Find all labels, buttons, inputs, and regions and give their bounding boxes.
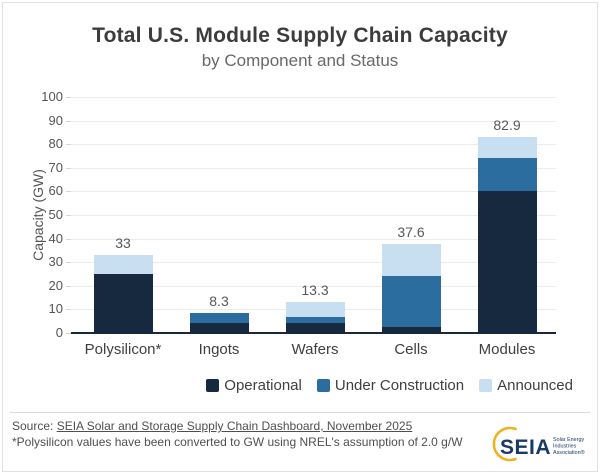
footnote: *Polysilicon values have been converted …	[12, 434, 463, 449]
y-axis-tick-label: 50	[48, 207, 63, 222]
source-line: Source: SEIA Solar and Storage Supply Ch…	[12, 419, 490, 435]
x-axis-category-label: Polysilicon*	[84, 341, 162, 358]
bar-total-label: 33	[115, 235, 131, 252]
legend-label: Announced	[497, 377, 573, 394]
gridline	[71, 238, 556, 240]
y-axis-tick	[66, 97, 71, 98]
bar-segment-under-construction-cells	[381, 276, 441, 328]
legend-swatch-operational	[206, 379, 220, 392]
gridline	[71, 285, 556, 287]
gridline	[71, 97, 556, 98]
bar-segment-operational-ingots	[189, 322, 249, 333]
bar-segment-operational-polysilicon-	[93, 274, 153, 333]
legend-item-under-construction: Under Construction	[316, 377, 465, 394]
y-axis-tick-label: 40	[48, 230, 63, 246]
logo-tagline-line1: Solar Energy	[553, 437, 584, 443]
gridline	[71, 191, 556, 193]
y-axis-tick-label: 0	[55, 325, 63, 340]
y-axis-tick	[66, 262, 71, 264]
page-subtitle: by Component and Status	[201, 51, 399, 70]
y-axis-tick-label: 30	[48, 254, 63, 270]
page-title: Total U.S. Module Supply Chain Capacity	[92, 24, 508, 47]
gridline	[71, 262, 556, 264]
legend: Operational Under Construction Announced	[206, 377, 573, 394]
bar-segment-announced-wafers	[285, 301, 345, 317]
y-axis-tick-label: 100	[41, 89, 63, 104]
y-axis-tick	[66, 191, 71, 193]
bar-segment-operational-modules	[477, 191, 537, 333]
y-axis-tick	[66, 238, 71, 240]
x-axis-category-label: Wafers	[291, 341, 339, 358]
seia-logo: SEIA Solar Energy Industries Association…	[490, 422, 590, 468]
x-axis-category-label: Modules	[478, 341, 536, 358]
y-axis-tick	[66, 215, 71, 216]
bar-segment-under-construction-wafers	[285, 316, 345, 323]
y-axis-tick	[66, 285, 71, 287]
x-axis-line	[71, 332, 556, 334]
bar-total-label: 13.3	[301, 281, 329, 298]
logo-gold-arc-icon	[492, 426, 517, 462]
source-block: Source: SEIA Solar and Storage Supply Ch…	[12, 419, 490, 450]
bar-total-label: 37.6	[397, 224, 425, 241]
bar-total-label: 8.3	[209, 293, 229, 310]
y-axis-tick-label: 20	[48, 277, 63, 293]
legend-label: Under Construction	[334, 377, 465, 394]
y-axis-tick-label: 70	[48, 159, 63, 175]
bar-segment-under-construction-ingots	[189, 313, 249, 323]
y-axis-tick	[66, 309, 71, 311]
y-axis-tick-label: 60	[48, 183, 63, 199]
bar-segment-operational-cells	[381, 327, 441, 333]
legend-swatch-under-construction	[316, 379, 330, 392]
x-axis-category-label: Ingots	[198, 341, 240, 358]
y-axis-tick-label: 80	[48, 136, 63, 152]
gridline	[71, 167, 556, 169]
source-prefix: Source:	[12, 419, 57, 433]
y-axis-tick	[66, 120, 71, 122]
y-axis-tick	[66, 144, 71, 146]
y-axis-tick-label: 10	[48, 301, 63, 317]
logo-tagline-line2: Industries	[553, 444, 577, 450]
footer-divider	[10, 412, 590, 413]
x-axis-category-label: Cells	[394, 341, 428, 358]
legend-label: Operational	[224, 377, 302, 394]
gridline	[71, 215, 556, 216]
legend-swatch-announced	[479, 379, 493, 392]
legend-item-announced: Announced	[479, 377, 573, 394]
bar-total-label: 82.9	[493, 117, 521, 134]
bar-segment-operational-wafers	[285, 322, 345, 333]
bar-segment-announced-modules	[477, 137, 537, 158]
source-link[interactable]: SEIA Solar and Storage Supply Chain Dash…	[56, 419, 413, 433]
bar-segment-announced-polysilicon-	[93, 255, 153, 274]
y-axis-tick	[66, 167, 71, 169]
y-axis-tick	[66, 333, 71, 334]
gridline	[71, 120, 556, 122]
y-axis-tick-label: 90	[48, 112, 63, 128]
bar-segment-announced-cells	[381, 244, 441, 277]
bar-segment-under-construction-modules	[477, 157, 537, 192]
gridline	[71, 144, 556, 146]
logo-tagline-line3: Association®	[553, 449, 585, 456]
seia-logo-graphic: SEIA Solar Energy Industries Association…	[492, 426, 585, 462]
legend-item-operational: Operational	[206, 377, 302, 394]
logo-wordmark: SEIA	[500, 436, 551, 459]
plot-area: 33 8.3 13.3 37.6 82.9	[71, 97, 556, 334]
